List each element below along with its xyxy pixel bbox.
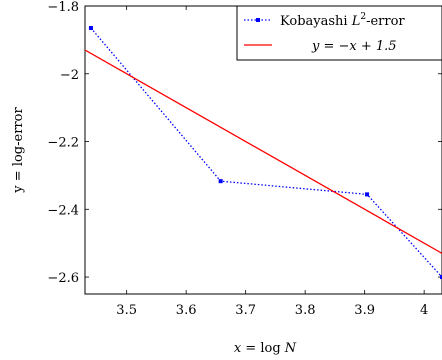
x-tick-label: 4 (420, 303, 428, 318)
legend-marker-kobayashi (256, 18, 260, 22)
series-kobayashi-point (88, 26, 93, 31)
x-axis-label: x = log N (234, 341, 297, 356)
series-kobayashi-point (365, 192, 370, 197)
series-kobayashi-point (440, 275, 442, 280)
y-tick-label: −2.6 (47, 271, 79, 286)
y-tick-label: −2 (60, 68, 79, 83)
y-tick-label: −2.4 (47, 203, 79, 218)
y-tick-label: −1.8 (47, 0, 79, 15)
legend-box (236, 5, 442, 61)
x-tick-label: 3.6 (176, 303, 197, 318)
series-kobayashi-line (90, 27, 442, 278)
series-fit-line (85, 49, 442, 254)
y-tick-label: −2.2 (47, 136, 79, 151)
x-tick-labels: 3.5 3.6 3.7 3.8 3.9 4 (116, 303, 428, 318)
x-tick-label: 3.8 (295, 303, 316, 318)
legend: Kobayashi L2-error y = −x + 1.5 (236, 5, 442, 61)
x-axis-label-var: x (234, 341, 242, 356)
y-axis-label: y = log-error (11, 107, 26, 194)
x-axis-label-eq: = log (241, 341, 285, 356)
series-layer (85, 26, 442, 280)
x-axis-label-n: N (284, 341, 297, 356)
legend-label-kobayashi: Kobayashi L2-error (280, 12, 405, 29)
series-kobayashi-point (218, 179, 223, 184)
x-tick-label: 3.9 (354, 303, 375, 318)
legend-label-fit: y = −x + 1.5 (311, 39, 397, 54)
x-tick-label: 3.5 (116, 303, 137, 318)
x-tick-label: 3.7 (235, 303, 256, 318)
y-tick-labels: −1.8 −2 −2.2 −2.4 −2.6 (47, 0, 79, 286)
